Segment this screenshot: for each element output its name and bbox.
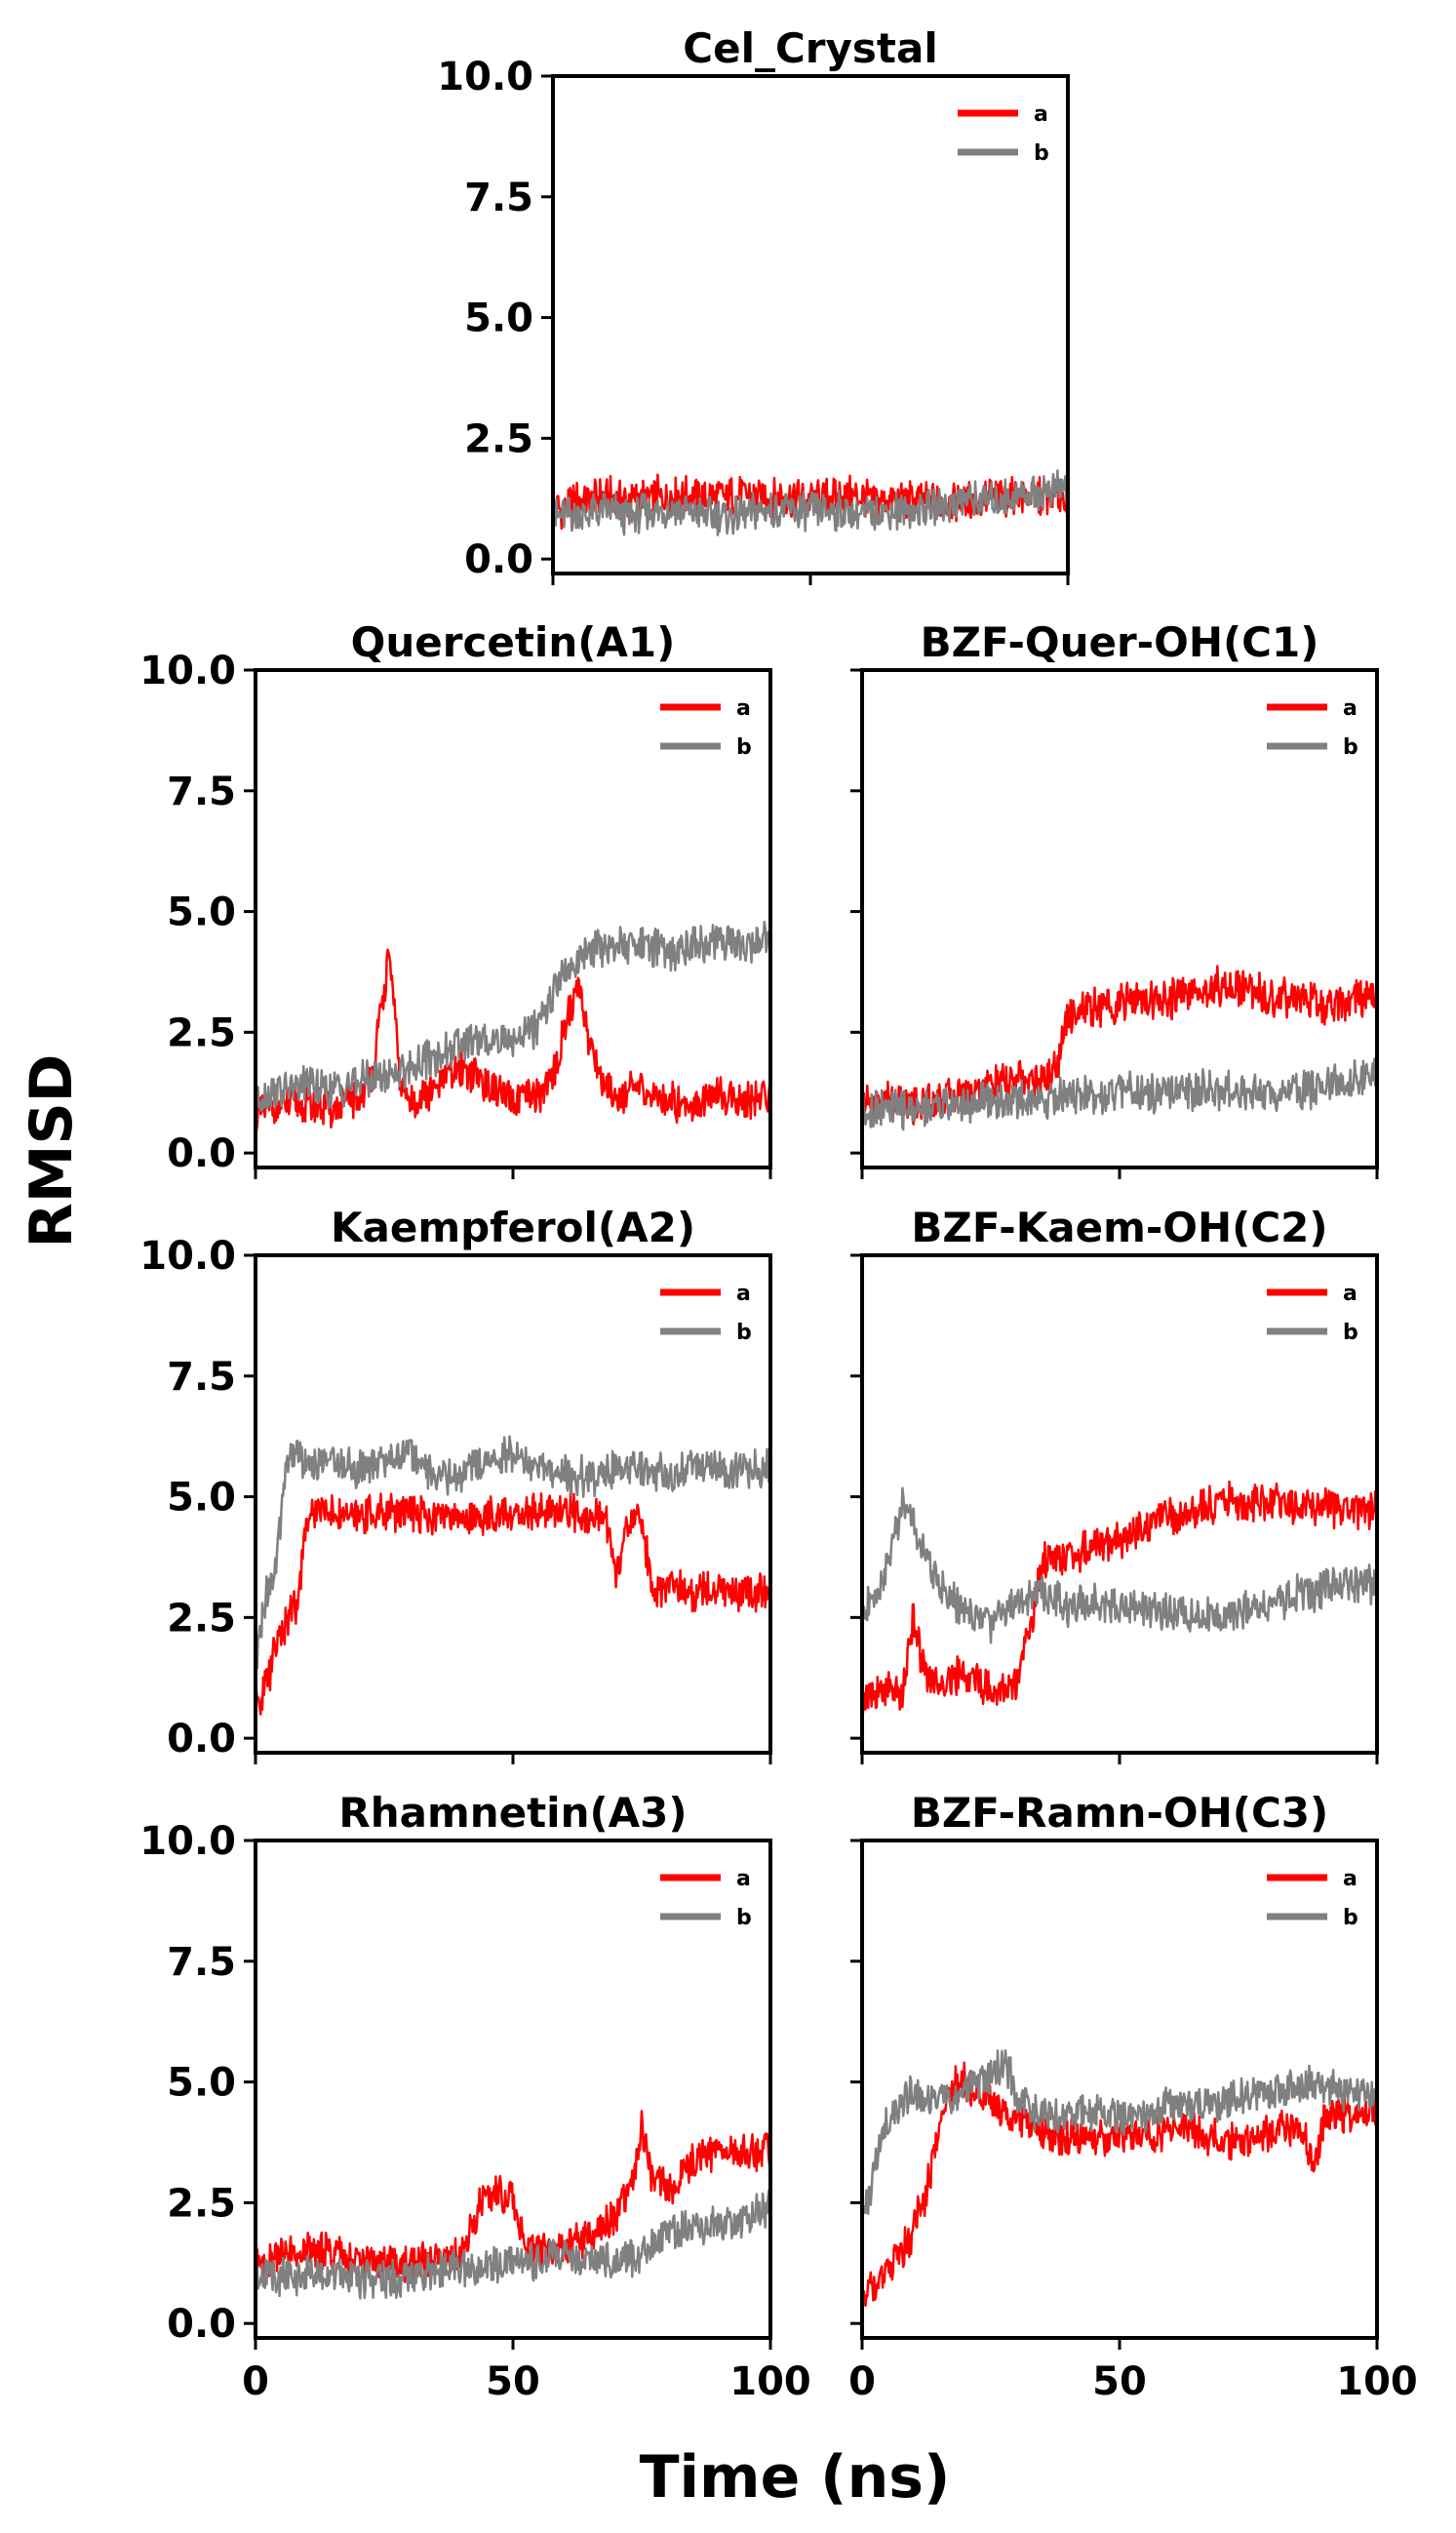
y-tick-label: 10.0 (437, 55, 533, 99)
y-tick-label: 7.5 (464, 176, 533, 220)
series-b-line (256, 2188, 770, 2300)
legend-label-b: b (736, 1906, 752, 1930)
y-tick-label: 5.0 (464, 297, 533, 341)
x-tick-label: 100 (729, 2359, 811, 2404)
series-a-line (862, 965, 1377, 1126)
y-tick-label: 0.0 (167, 1131, 236, 1176)
panel-kaempferol-a2: 0.0 2.5 5.0 7.5 10.0 Kaempferol(A2) ab (139, 1204, 772, 1764)
y-tick-label: 0.0 (464, 537, 533, 582)
x-tick-label: 50 (486, 2359, 540, 2404)
x-tick-label: 0 (242, 2359, 269, 2404)
panel-rhamnetin-a3: 0.0 2.5 5.0 7.5 10.0 0 50 100 Rhamnetin(A3) ab (139, 1789, 810, 2404)
legend-label-a: a (736, 1282, 751, 1306)
panel-bzf-quer-oh-c1: BZF-Quer-OH(C1) ab (850, 618, 1379, 1179)
series-b-line (862, 2049, 1377, 2245)
y-tick-label: 0.0 (167, 2302, 236, 2347)
panel-title: Cel_Crystal (683, 24, 937, 72)
y-tick-label: 5.0 (167, 2061, 236, 2106)
y-tick-label: 5.0 (167, 891, 236, 935)
legend-label-a: a (736, 696, 751, 721)
legend-label-b: b (1343, 1321, 1358, 1345)
y-tick-label: 10.0 (139, 1234, 236, 1279)
legend-label-a: a (1343, 1867, 1358, 1891)
y-tick-label: 10.0 (139, 1819, 236, 1864)
series-b-line (862, 1486, 1377, 1644)
x-tick-label: 0 (848, 2359, 876, 2404)
y-tick-label: 5.0 (167, 1476, 236, 1521)
legend-label-b: b (1343, 735, 1358, 760)
y-tick-label: 7.5 (167, 770, 236, 814)
y-tick-label: 0.0 (167, 1717, 236, 1761)
series-a-line (862, 1480, 1377, 1715)
y-tick-label: 2.5 (464, 416, 533, 461)
legend-label-a: a (1343, 1282, 1358, 1306)
panel-title: Kaempferol(A2) (331, 1204, 695, 1251)
panel-title: BZF-Kaem-OH(C2) (911, 1204, 1327, 1251)
series-b-line (862, 1057, 1377, 1131)
legend-label-a: a (736, 1867, 751, 1891)
panel-quercetin-a1: 0.0 2.5 5.0 7.5 10.0 Quercetin(A1) ab (139, 618, 772, 1179)
y-axis-label: RMSD (18, 1054, 86, 1248)
y-tick-label: 2.5 (167, 2181, 236, 2226)
panel-title: BZF-Quer-OH(C1) (921, 618, 1319, 666)
panel-title: Rhamnetin(A3) (338, 1789, 687, 1837)
panel-bzf-kaem-oh-c2: BZF-Kaem-OH(C2) ab (850, 1204, 1379, 1764)
legend-label-b: b (1034, 141, 1049, 166)
panel-title: Quercetin(A1) (351, 618, 676, 666)
x-axis-label: Time (ns) (640, 2443, 951, 2512)
legend-label-b: b (736, 735, 752, 760)
legend-label-b: b (736, 1321, 752, 1345)
legend-label-a: a (1343, 696, 1358, 721)
y-tick-label: 2.5 (167, 1010, 236, 1055)
x-tick-label: 100 (1336, 2359, 1418, 2404)
series-b-line (256, 1435, 770, 1670)
panel-bzf-ramn-oh-c3: 0 50 100 BZF-Ramn-OH(C3) ab (848, 1789, 1418, 2404)
series-b-line (553, 469, 1068, 536)
panel-title: BZF-Ramn-OH(C3) (911, 1789, 1328, 1837)
legend-label-b: b (1343, 1906, 1358, 1930)
legend-label-a: a (1034, 102, 1048, 127)
y-tick-label: 7.5 (167, 1355, 236, 1400)
series-a-line (256, 1491, 770, 1720)
x-tick-label: 50 (1092, 2359, 1147, 2404)
y-tick-label: 2.5 (167, 1596, 236, 1641)
y-tick-label: 7.5 (167, 1940, 236, 1985)
y-tick-label: 10.0 (139, 649, 236, 693)
series-b-line (256, 920, 770, 1113)
series-a-line (256, 2110, 770, 2284)
series-a-line (256, 948, 770, 1132)
